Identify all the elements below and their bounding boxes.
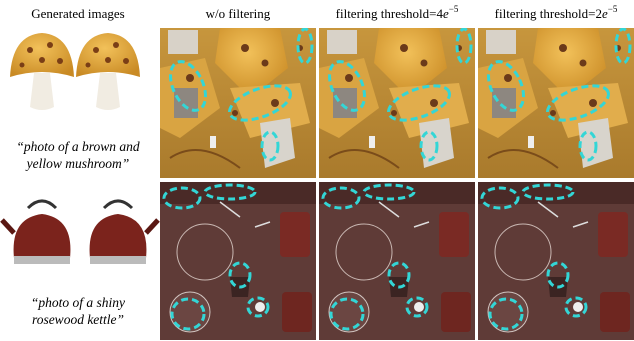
caption-line: “photo of a shiny: [31, 295, 125, 310]
column-header: Generated images: [31, 6, 124, 21]
header-exp: −5: [608, 4, 618, 14]
caption-line: “photo of a brown and: [16, 139, 140, 154]
column-header: w/o filtering: [206, 6, 271, 21]
caption-line: yellow mushroom”: [25, 156, 130, 171]
panel-image: [160, 28, 316, 178]
header-text: filtering threshold=2: [495, 6, 602, 21]
column-header: filtering threshold=2e−5: [495, 4, 618, 21]
page: {"header": {"columns": [ {"text": "Gener…: [0, 0, 634, 341]
column-header: filtering threshold=4e−5: [336, 4, 459, 21]
panel-image: [478, 182, 634, 340]
figure: Generated images w/o filtering filtering…: [0, 0, 634, 341]
caption-line: rosewood kettle”: [32, 312, 124, 327]
panel-image: [160, 182, 316, 340]
panel-image: [319, 28, 475, 178]
panel-image: [478, 28, 634, 178]
kettle-images: [2, 201, 158, 264]
mushroom-images: [10, 33, 140, 110]
panel-image: [319, 182, 475, 340]
header-exp: −5: [449, 4, 459, 14]
header-text: filtering threshold=4: [336, 6, 444, 21]
